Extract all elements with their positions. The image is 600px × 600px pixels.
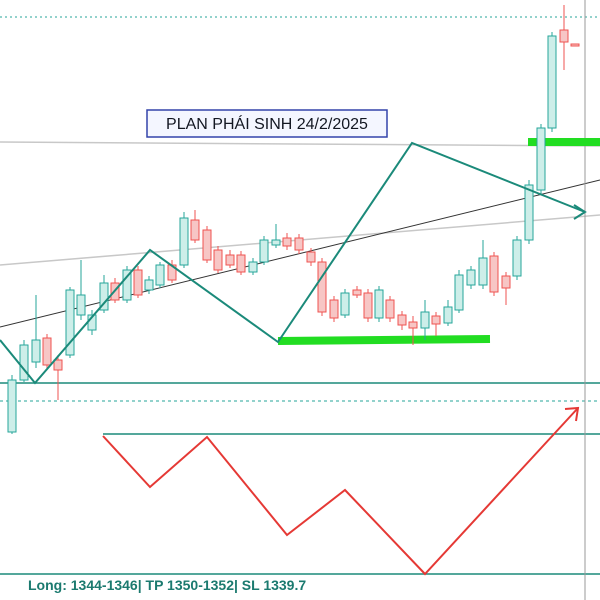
candle-body	[454, 274, 464, 311]
candle-body	[31, 339, 41, 363]
candle-body	[7, 379, 17, 433]
candle-body	[536, 127, 546, 191]
trend-line	[0, 141, 600, 147]
arrow-head	[564, 406, 580, 422]
candle-body	[374, 289, 384, 319]
candle-body	[317, 261, 327, 313]
candle-body	[248, 261, 258, 273]
candle-body	[420, 311, 430, 329]
candle-body	[53, 359, 63, 371]
candle-body	[501, 275, 511, 289]
candle-body	[282, 237, 292, 247]
candle-body	[225, 254, 235, 266]
candle-body	[443, 306, 453, 324]
candle-body	[213, 249, 223, 271]
title: PLAN PHÁI SINH 24/2/2025	[166, 114, 368, 133]
green-zigzag	[0, 141, 586, 385]
candle-body	[294, 237, 304, 251]
candle-body	[397, 314, 407, 326]
candle-body	[271, 239, 281, 246]
candle-body	[65, 289, 75, 356]
candle-body	[19, 344, 29, 381]
title-box	[146, 109, 388, 138]
candle-body	[133, 269, 143, 296]
support-highlight	[277, 335, 491, 345]
candle-body	[512, 239, 522, 277]
candle-body	[478, 257, 488, 286]
candle-body	[431, 315, 441, 325]
candle-body	[155, 264, 165, 286]
red-zigzag	[102, 407, 579, 576]
candle-body	[524, 184, 534, 241]
candle-body	[489, 255, 499, 293]
footer-text: Long: 1344-1346| TP 1350-1352| SL 1339.7	[28, 577, 306, 593]
candle-body	[363, 292, 373, 319]
candle-body	[329, 299, 339, 319]
candle-body	[352, 289, 362, 296]
candle-body	[99, 282, 109, 311]
candle-body	[76, 294, 86, 316]
candle-body	[236, 254, 246, 273]
paths	[0, 141, 587, 576]
arrow-head	[573, 204, 587, 220]
candle-body	[122, 269, 132, 301]
candle-body	[408, 321, 418, 329]
candle-body	[466, 269, 476, 286]
candle-body	[559, 29, 569, 43]
candle-body	[42, 337, 52, 366]
candle-body	[202, 229, 212, 261]
candle-body	[547, 35, 557, 129]
candles	[7, 5, 580, 434]
candle-body	[570, 43, 580, 47]
candle-body	[144, 279, 154, 291]
trend-line	[0, 179, 600, 328]
candle-body	[385, 299, 395, 319]
candle-body	[259, 239, 269, 263]
candle-body	[340, 292, 350, 316]
candle-body	[179, 217, 189, 266]
candle-body	[190, 219, 200, 241]
candle-body	[306, 251, 316, 263]
